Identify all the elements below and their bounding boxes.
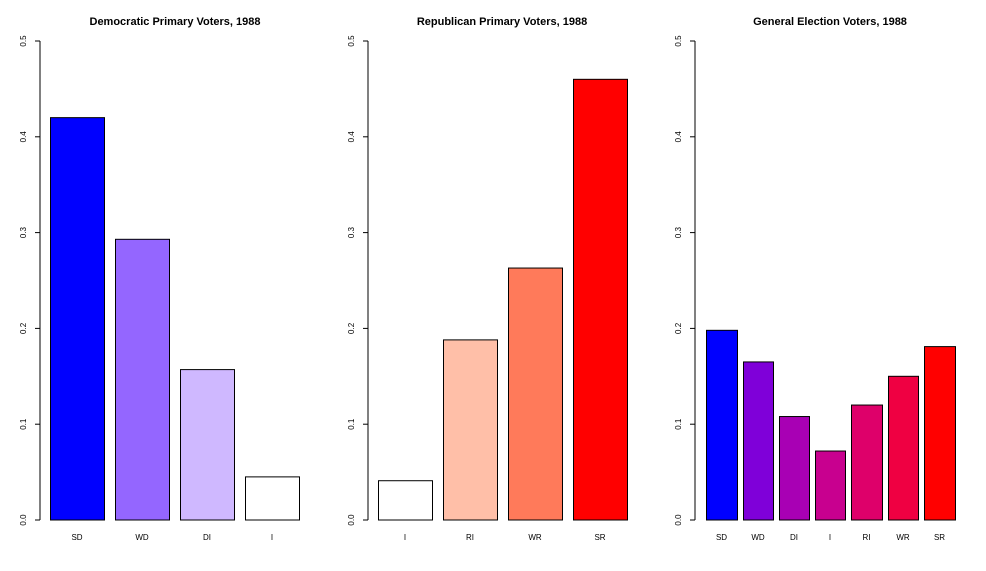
bar-ri — [443, 339, 498, 521]
x-category-label: WD — [751, 533, 765, 542]
bar-i — [378, 480, 433, 521]
bar-sr — [924, 346, 956, 521]
x-category-label: DI — [203, 533, 211, 542]
bar-wd — [743, 361, 774, 521]
y-tick-label: 0.1 — [19, 418, 28, 430]
y-tick-label: 0.3 — [674, 226, 683, 238]
chart-title: Democratic Primary Voters, 1988 — [90, 16, 261, 28]
x-category-label: RI — [863, 533, 871, 542]
y-tick-label: 0.3 — [19, 226, 28, 238]
x-category-label: DI — [790, 533, 798, 542]
y-tick-label: 0.5 — [347, 35, 356, 47]
bar-di — [180, 369, 235, 521]
x-category-label: SD — [71, 533, 82, 542]
bar-sr — [573, 78, 628, 521]
x-category-label: SD — [716, 533, 727, 542]
chart-panel-3: General Election Voters, 1988 0.0 0.1 0.2 0.… — [674, 16, 956, 542]
x-category-label: I — [271, 533, 273, 542]
bar-wr — [508, 267, 563, 521]
y-tick-label: 0.4 — [347, 131, 356, 143]
x-category-label: RI — [466, 533, 474, 542]
bar-i — [815, 450, 846, 521]
y-tick-label: 0.1 — [674, 418, 683, 430]
y-tick-label: 0.0 — [19, 514, 28, 526]
bar-wr — [888, 375, 919, 521]
chart-panel-2: Republican Primary Voters, 1988 0.0 0.1 0.2… — [347, 16, 628, 542]
chart-title: Republican Primary Voters, 1988 — [417, 16, 587, 28]
chart-panel-1: Democratic Primary Voters, 1988 0.0 0.1 0.2… — [19, 16, 300, 542]
x-category-label: SR — [934, 533, 945, 542]
bar-i — [245, 476, 300, 521]
x-category-label: I — [404, 533, 406, 542]
y-tick-label: 0.3 — [347, 226, 356, 238]
y-tick-label: 0.0 — [347, 514, 356, 526]
y-tick-label: 0.2 — [347, 322, 356, 334]
bar-di — [779, 416, 810, 521]
y-tick-label: 0.5 — [19, 35, 28, 47]
bar-sd — [50, 117, 105, 521]
bar-sd — [706, 329, 738, 521]
bar-wd — [115, 238, 170, 521]
x-category-label: WD — [135, 533, 149, 542]
y-tick-label: 0.5 — [674, 35, 683, 47]
x-category-label: SR — [594, 533, 605, 542]
y-tick-label: 0.2 — [19, 322, 28, 334]
y-tick-label: 0.0 — [674, 514, 683, 526]
y-tick-label: 0.4 — [674, 131, 683, 143]
bar-ri — [851, 404, 883, 521]
x-category-label: I — [829, 533, 831, 542]
y-tick-label: 0.1 — [347, 418, 356, 430]
y-tick-label: 0.2 — [674, 322, 683, 334]
y-tick-label: 0.4 — [19, 131, 28, 143]
chart-title: General Election Voters, 1988 — [753, 16, 907, 28]
x-category-label: WR — [528, 533, 542, 542]
x-category-label: WR — [896, 533, 910, 542]
